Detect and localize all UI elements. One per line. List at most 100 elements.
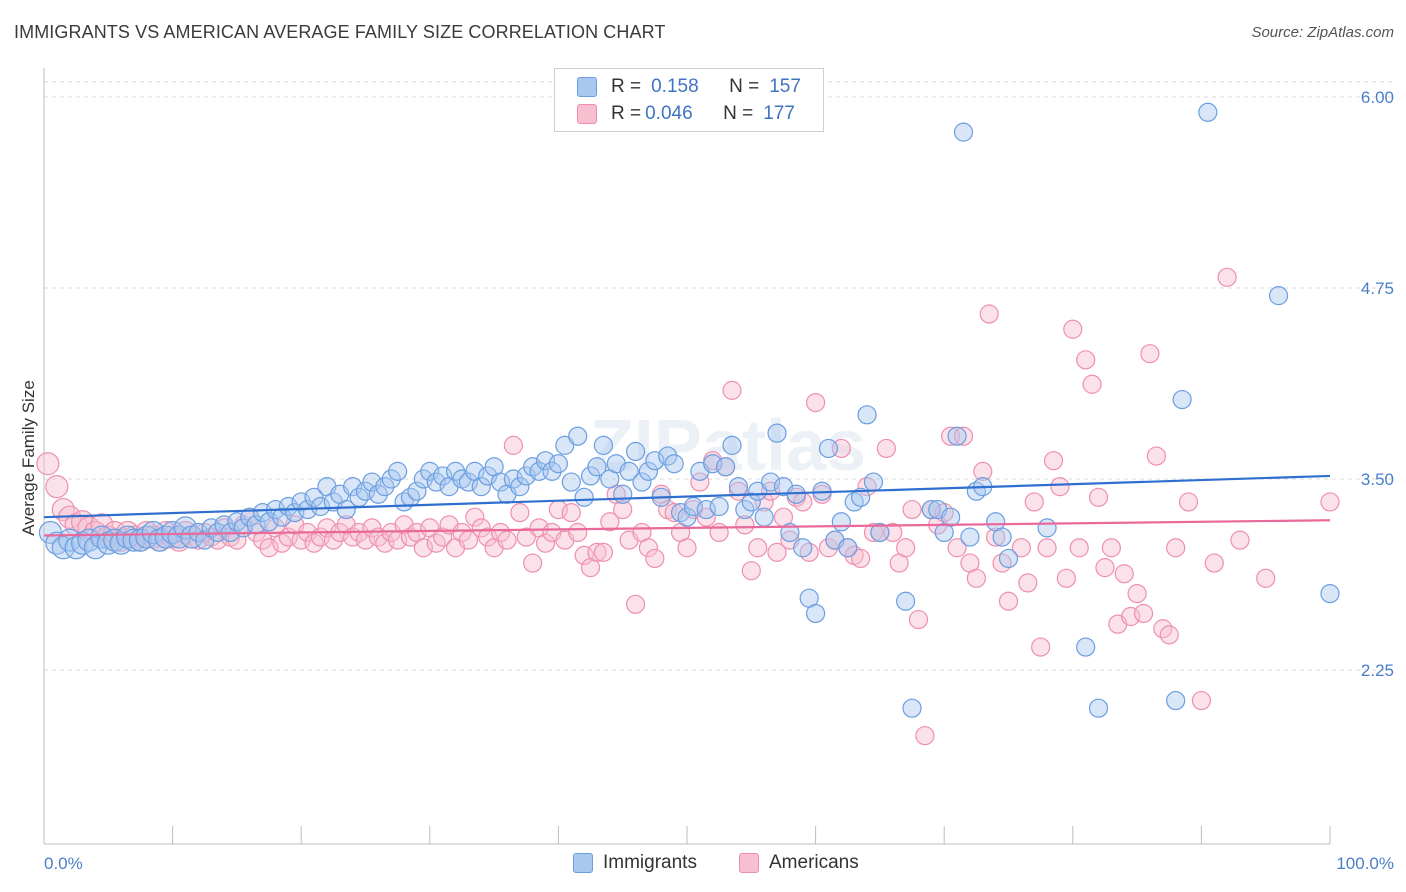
- data-point: [413, 538, 433, 558]
- legend-item-americans[interactable]: Americans: [739, 852, 859, 874]
- data-point: [510, 503, 530, 523]
- data-point: [561, 472, 581, 492]
- data-point: [1018, 573, 1038, 593]
- data-point: [1127, 583, 1147, 604]
- data-point: [310, 496, 331, 517]
- data-point: [1076, 350, 1096, 370]
- data-point: [407, 481, 427, 501]
- data-point: [664, 503, 684, 523]
- trend-lines: [43, 474, 1331, 537]
- data-point: [523, 553, 543, 573]
- data-point: [915, 726, 935, 746]
- data-point: [535, 533, 556, 553]
- data-point: [96, 531, 120, 555]
- data-point: [593, 435, 614, 455]
- data-point: [1204, 553, 1224, 573]
- americans-trend-line: [43, 519, 1331, 537]
- data-point: [696, 507, 716, 527]
- data-point: [1101, 538, 1121, 558]
- data-point: [748, 538, 768, 558]
- data-point: [735, 515, 755, 535]
- data-point: [767, 423, 787, 443]
- data-point: [188, 522, 208, 543]
- data-point: [1031, 637, 1051, 657]
- data-point: [625, 594, 646, 614]
- data-point: [921, 499, 941, 520]
- y-axis-title: Average Family Size: [19, 380, 38, 536]
- data-point: [362, 472, 382, 492]
- axes: [43, 68, 1331, 845]
- data-point: [64, 536, 88, 560]
- data-point: [490, 522, 511, 543]
- y-tick-label: 2.25: [1361, 661, 1394, 680]
- legend-label-immigrants: Immigrants: [603, 852, 697, 873]
- data-point: [458, 472, 478, 492]
- data-point: [574, 487, 594, 507]
- data-point: [381, 469, 401, 489]
- data-point: [760, 472, 781, 492]
- data-point: [1230, 530, 1250, 550]
- data-point: [272, 507, 292, 527]
- data-point: [715, 457, 736, 477]
- legend-row-americans: R = 0.046 N = 177: [577, 101, 795, 127]
- data-point: [838, 538, 858, 558]
- data-point: [1050, 477, 1070, 497]
- data-point: [36, 452, 60, 476]
- data-point: [1320, 492, 1340, 512]
- data-point: [851, 548, 871, 569]
- legend-row-immigrants: R = 0.158 N = 157: [577, 74, 801, 100]
- immigrants-series: [38, 102, 1340, 718]
- data-point: [863, 472, 884, 492]
- data-point: [677, 538, 697, 558]
- data-point: [542, 461, 562, 481]
- data-point: [154, 525, 178, 549]
- data-point: [767, 542, 787, 562]
- data-point: [1037, 538, 1057, 558]
- y-tick-label: 6.00: [1361, 88, 1394, 107]
- data-point: [1217, 267, 1237, 287]
- data-point: [1076, 637, 1096, 657]
- data-point: [1256, 568, 1276, 588]
- data-point: [805, 603, 826, 624]
- data-point: [1146, 446, 1166, 466]
- data-point: [818, 438, 839, 459]
- data-point: [375, 477, 395, 497]
- data-point: [966, 568, 986, 588]
- data-point: [998, 591, 1019, 611]
- data-point: [986, 527, 1006, 547]
- data-point: [548, 454, 569, 474]
- data-point: [857, 405, 877, 425]
- r-value: 0.158: [651, 76, 699, 97]
- data-point: [677, 507, 697, 527]
- data-point: [780, 522, 800, 543]
- data-point: [645, 548, 665, 569]
- data-point: [51, 497, 75, 522]
- data-point: [953, 122, 974, 142]
- data-point: [1088, 487, 1109, 507]
- data-point: [510, 477, 530, 497]
- data-point: [870, 522, 890, 543]
- data-point: [433, 466, 453, 486]
- data-point: [259, 512, 279, 532]
- immigrants-legend-swatch: [573, 853, 593, 873]
- data-point: [851, 487, 871, 507]
- data-point: [973, 461, 993, 481]
- data-point: [587, 457, 607, 477]
- data-point: [1191, 690, 1212, 711]
- data-point: [645, 451, 665, 471]
- series-legend: Immigrants Americans: [0, 852, 1406, 878]
- data-point: [793, 538, 813, 558]
- data-point: [947, 426, 967, 446]
- data-point: [908, 609, 929, 630]
- americans-swatch: [577, 104, 597, 124]
- data-point: [1043, 451, 1064, 471]
- data-point: [1140, 344, 1160, 364]
- data-point: [619, 461, 639, 481]
- data-point: [613, 499, 633, 520]
- data-point: [1088, 698, 1109, 718]
- data-point: [1159, 625, 1179, 645]
- data-point: [465, 507, 485, 527]
- legend-item-immigrants[interactable]: Immigrants: [573, 852, 697, 874]
- americans-legend-swatch: [739, 853, 759, 873]
